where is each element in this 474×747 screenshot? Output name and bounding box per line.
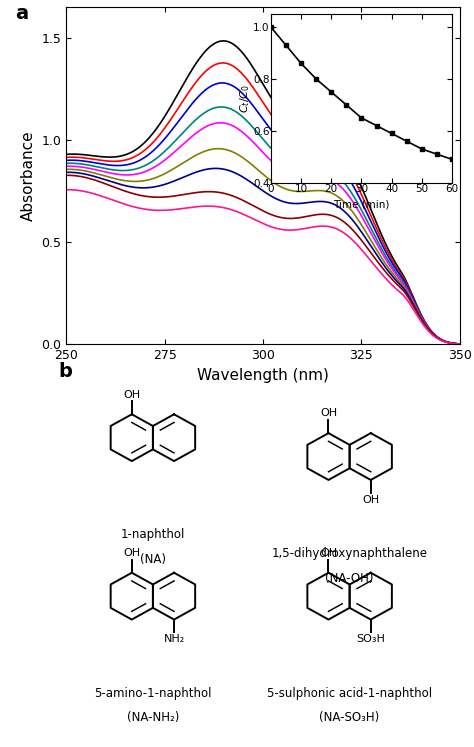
Text: (NA-NH₂): (NA-NH₂) — [127, 711, 179, 725]
Text: OH: OH — [362, 495, 379, 505]
Text: a: a — [15, 4, 28, 23]
Text: OH: OH — [320, 409, 337, 418]
Text: (NA-SO₃H): (NA-SO₃H) — [319, 711, 380, 725]
Text: OH: OH — [123, 548, 140, 558]
Text: SO₃H: SO₃H — [356, 634, 385, 645]
Text: 5-amino-1-naphthol: 5-amino-1-naphthol — [94, 686, 212, 700]
Text: OH: OH — [123, 389, 140, 400]
Text: OH: OH — [320, 548, 337, 558]
Text: (NA): (NA) — [140, 553, 166, 565]
Text: (NA-OH): (NA-OH) — [325, 571, 374, 585]
Y-axis label: Absorbance: Absorbance — [21, 131, 36, 221]
X-axis label: Wavelength (nm): Wavelength (nm) — [197, 368, 329, 382]
Text: b: b — [58, 362, 73, 381]
Text: NH₂: NH₂ — [164, 634, 185, 645]
Text: 1-naphthol: 1-naphthol — [121, 528, 185, 542]
Text: 1,5-dihydroxynaphthalene: 1,5-dihydroxynaphthalene — [272, 547, 428, 560]
Text: 5-sulphonic acid-1-naphthol: 5-sulphonic acid-1-naphthol — [267, 686, 432, 700]
